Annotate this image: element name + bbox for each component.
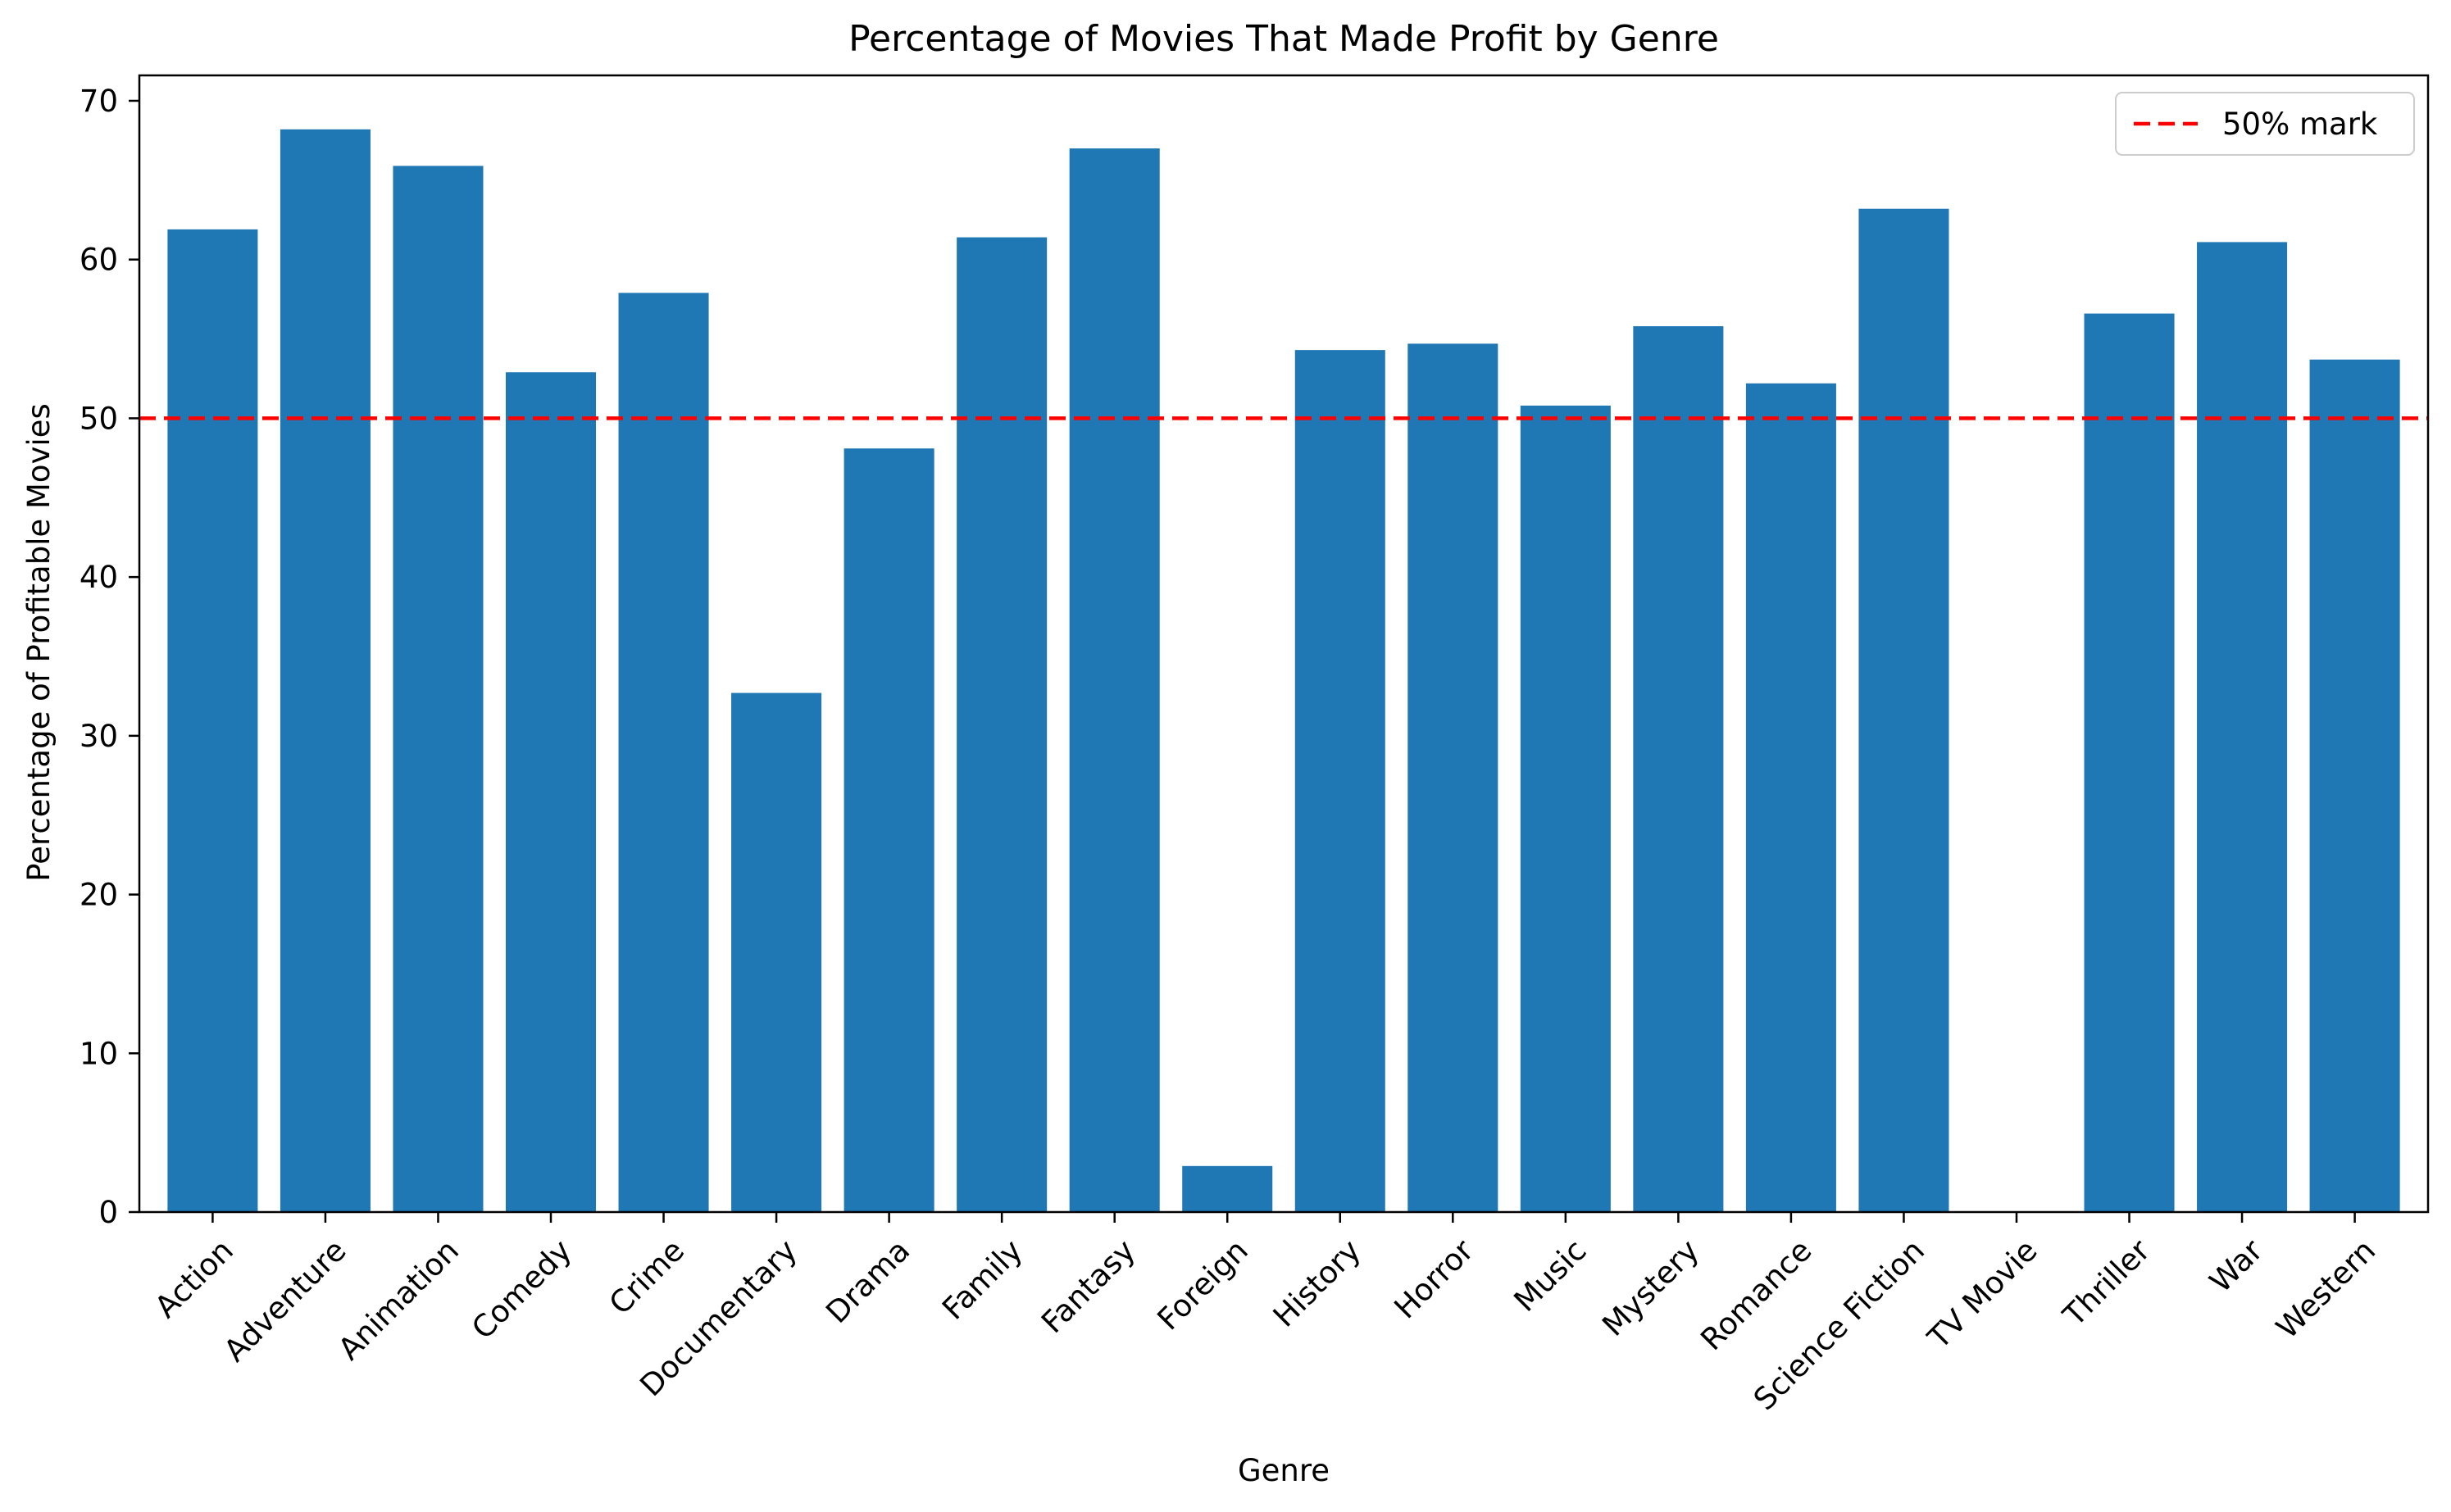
bar-western	[2309, 359, 2400, 1212]
bar-action	[167, 229, 258, 1213]
bar-drama	[844, 448, 934, 1212]
bar-documentary	[731, 692, 822, 1212]
bar-horror	[1407, 343, 1498, 1213]
bar-mystery	[1633, 326, 1724, 1212]
bar-science-fiction	[1858, 208, 1949, 1212]
legend-box	[2115, 92, 2415, 156]
y-axis-label: Percentage of Profitable Movies	[21, 403, 57, 882]
y-axis: 0 10 20 30 40 50 60 70	[80, 84, 139, 1230]
bar-music	[1520, 405, 1611, 1212]
y-tick-label: 0	[98, 1195, 118, 1230]
y-tick-label: 40	[80, 560, 118, 595]
x-axis-label: Genre	[1238, 1453, 1330, 1488]
bar-romance	[1745, 383, 1836, 1212]
bar-thriller	[2084, 313, 2175, 1212]
y-tick-label: 30	[80, 719, 118, 754]
bar-fantasy	[1069, 148, 1160, 1213]
bars-group	[167, 129, 2400, 1213]
bar-adventure	[280, 129, 371, 1212]
plot-frame	[138, 74, 2430, 1214]
chart-title: Percentage of Movies That Made Profit by…	[848, 18, 1719, 60]
y-tick-label: 50	[80, 401, 118, 436]
bar-animation	[393, 166, 484, 1212]
y-tick-label: 20	[80, 878, 118, 913]
bar-family	[957, 237, 1048, 1213]
legend-label: 50% mark	[2222, 107, 2378, 142]
legend: 50% mark	[2115, 92, 2415, 156]
y-tick-label: 60	[80, 243, 118, 278]
y-tick-label: 10	[80, 1036, 118, 1071]
bar-war	[2197, 242, 2288, 1212]
bar-crime	[618, 293, 709, 1213]
y-tick-label: 70	[80, 84, 118, 119]
bar-foreign	[1182, 1165, 1273, 1212]
bar-comedy	[505, 372, 597, 1212]
bar-history	[1294, 350, 1385, 1213]
